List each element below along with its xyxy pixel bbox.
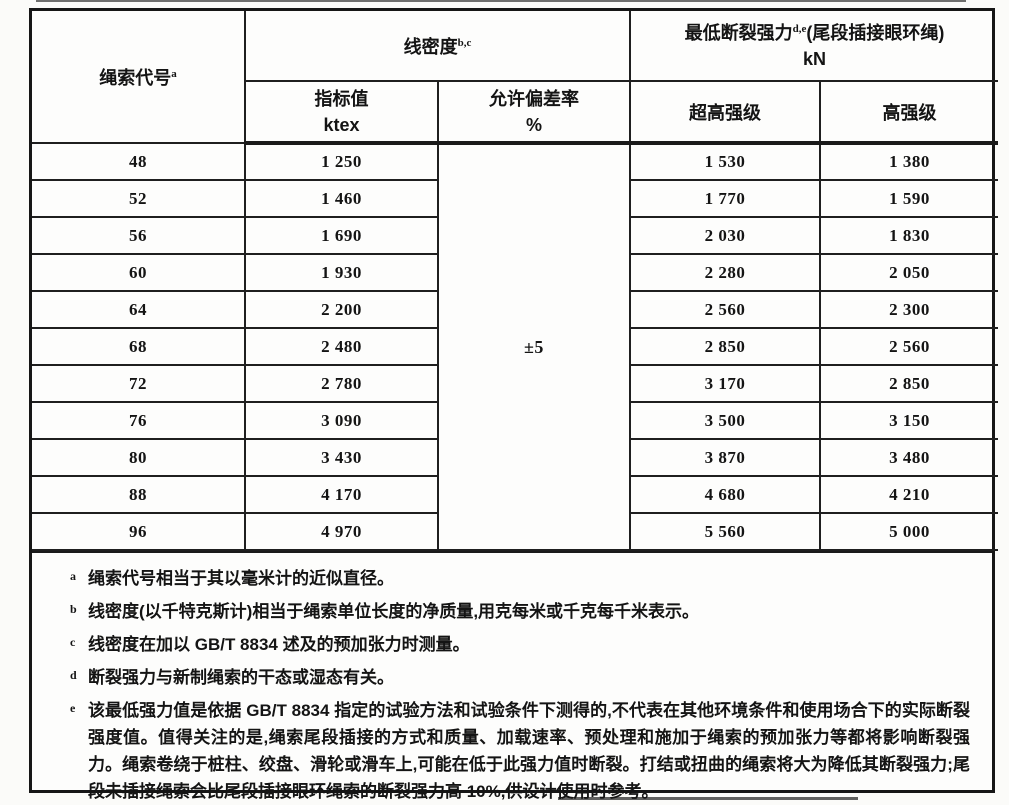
rope-code-cell: 96: [32, 512, 246, 551]
rope-code-cell: 60: [32, 253, 246, 292]
rope-code-cell: 76: [32, 401, 246, 440]
table-row: 56 1 690 2 030 1 830: [32, 216, 998, 255]
table-row: 72 2 780 3 170 2 850: [32, 364, 998, 403]
footnote-text-e: 该最低强力值是依据 GB/T 8834 指定的试验方法和试验条件下测得的,不代表…: [88, 701, 970, 801]
header-strength-group: 最低断裂强力d,e(尾段插接眼环绳) kN: [629, 11, 998, 82]
header-rope-code-label: 绳索代号: [99, 67, 172, 88]
table-row: 96 4 970 5 560 5 000: [32, 512, 998, 551]
header-index-value-line1: 指标值: [314, 88, 369, 109]
hs-cell: 1 830: [819, 216, 998, 255]
uhs-cell: 2 030: [629, 216, 821, 255]
header-linear-density-label: 线密度: [403, 36, 458, 57]
uhs-cell: 3 870: [629, 438, 821, 477]
hs-cell: 2 300: [819, 290, 998, 329]
uhs-cell: 3 500: [629, 401, 821, 440]
tolerance-merged-cell: ±5: [437, 142, 631, 551]
table-body: 48 1 250 ±5 1 530 1 380 52 1 460 1 770 1…: [32, 142, 998, 551]
footnote-e: e 该最低强力值是依据 GB/T 8834 指定的试验方法和试验条件下测得的,不…: [62, 697, 970, 805]
footnote-text-b: 线密度(以千特克斯计)相当于绳索单位长度的净质量,用克每米或千克每千米表示。: [88, 602, 700, 621]
ktex-cell: 1 690: [244, 216, 439, 255]
footnote-marker-e: e: [70, 701, 76, 715]
footnote-marker-d: d: [70, 668, 77, 682]
ktex-cell: 2 480: [244, 327, 439, 366]
ktex-cell: 1 930: [244, 253, 439, 292]
rope-code-cell: 52: [32, 179, 246, 218]
footnote-marker-a: a: [70, 569, 76, 583]
footnote-marker-c: c: [70, 635, 76, 649]
rope-code-cell: 56: [32, 216, 246, 255]
header-ultra-high-grade: 超高强级: [629, 80, 821, 145]
header-rope-code: 绳索代号a: [32, 11, 246, 144]
ktex-cell: 2 780: [244, 364, 439, 403]
ktex-cell: 4 970: [244, 512, 439, 551]
hs-cell: 2 050: [819, 253, 998, 292]
footnote-ref-bc: b,c: [457, 36, 472, 49]
table-row: 76 3 090 3 500 3 150: [32, 401, 998, 440]
hs-cell: 3 150: [819, 401, 998, 440]
footnote-text-d: 断裂强力与新制绳索的干态或湿态有关。: [88, 668, 394, 687]
hs-cell: 3 480: [819, 438, 998, 477]
header-index-value: 指标值 ktex: [245, 80, 439, 145]
table-row: 48 1 250 ±5 1 530 1 380: [32, 142, 998, 551]
header-tolerance: 允许偏差率 %: [437, 80, 631, 145]
uhs-cell: 4 680: [629, 475, 821, 514]
footnote-a: a 绳索代号相当于其以毫米计的近似直径。: [62, 565, 970, 592]
header-tolerance-unit: %: [525, 114, 542, 135]
header-tolerance-line1: 允许偏差率: [489, 88, 579, 109]
hs-cell: 2 560: [819, 327, 998, 366]
rope-code-cell: 88: [32, 475, 246, 514]
scan-artifact-top: [36, 0, 966, 2]
footnote-marker-b: b: [70, 602, 77, 616]
footnote-c: c 线密度在加以 GB/T 8834 述及的预加张力时测量。: [62, 631, 970, 658]
table-row: 52 1 460 1 770 1 590: [32, 179, 998, 218]
uhs-cell: 2 560: [629, 290, 821, 329]
hs-cell: 2 850: [819, 364, 998, 403]
footnote-text-a: 绳索代号相当于其以毫米计的近似直径。: [88, 569, 394, 588]
header-high-grade: 高强级: [819, 80, 998, 145]
hs-cell: 5 000: [819, 512, 998, 551]
ktex-cell: 2 200: [244, 290, 439, 329]
table-row: 60 1 930 2 280 2 050: [32, 253, 998, 292]
ktex-cell: 4 170: [244, 475, 439, 514]
rope-code-cell: 72: [32, 364, 246, 403]
ktex-cell: 1 250: [244, 142, 439, 181]
footnote-text-c: 线密度在加以 GB/T 8834 述及的预加张力时测量。: [88, 635, 470, 654]
uhs-cell: 2 280: [629, 253, 821, 292]
hs-cell: 1 380: [819, 142, 998, 181]
header-strength-label: 最低断裂强力: [684, 22, 793, 43]
hs-cell: 1 590: [819, 179, 998, 218]
header-strength-suffix: (尾段插接眼环绳): [806, 22, 945, 43]
footnote-ref-de: d,e: [792, 22, 807, 35]
rope-code-cell: 80: [32, 438, 246, 477]
table-row: 64 2 200 2 560 2 300: [32, 290, 998, 329]
rope-code-cell: 68: [32, 327, 246, 366]
rope-spec-table-frame: 绳索代号a 线密度b,c 最低断裂强力d,e(尾段插接眼环绳) kN: [29, 8, 998, 801]
hs-cell: 4 210: [819, 475, 998, 514]
ktex-cell: 3 090: [244, 401, 439, 440]
scan-artifact-bottom: [558, 797, 858, 800]
uhs-cell: 1 770: [629, 179, 821, 218]
table-header: 绳索代号a 线密度b,c 最低断裂强力d,e(尾段插接眼环绳) kN: [32, 11, 998, 145]
ktex-cell: 1 460: [244, 179, 439, 218]
rope-spec-table: 绳索代号a 线密度b,c 最低断裂强力d,e(尾段插接眼环绳) kN: [32, 11, 998, 551]
table-row: 68 2 480 2 850 2 560: [32, 327, 998, 366]
footnote-b: b 线密度(以千特克斯计)相当于绳索单位长度的净质量,用克每米或千克每千米表示。: [62, 598, 970, 625]
uhs-cell: 2 850: [629, 327, 821, 366]
header-linear-density-group: 线密度b,c: [244, 11, 631, 82]
table-row: 88 4 170 4 680 4 210: [32, 475, 998, 514]
table-row: 80 3 430 3 870 3 480: [32, 438, 998, 477]
footnote-ref-a: a: [171, 67, 177, 80]
uhs-cell: 5 560: [629, 512, 821, 551]
footnote-d: d 断裂强力与新制绳索的干态或湿态有关。: [62, 664, 970, 691]
rope-code-cell: 48: [32, 142, 246, 181]
footnotes-section: a 绳索代号相当于其以毫米计的近似直径。 b 线密度(以千特克斯计)相当于绳索单…: [32, 551, 992, 805]
header-index-value-unit: ktex: [323, 114, 360, 135]
uhs-cell: 3 170: [629, 364, 821, 403]
uhs-cell: 1 530: [629, 142, 821, 181]
ktex-cell: 3 430: [244, 438, 439, 477]
rope-code-cell: 64: [32, 290, 246, 329]
header-strength-unit: kN: [802, 48, 826, 69]
